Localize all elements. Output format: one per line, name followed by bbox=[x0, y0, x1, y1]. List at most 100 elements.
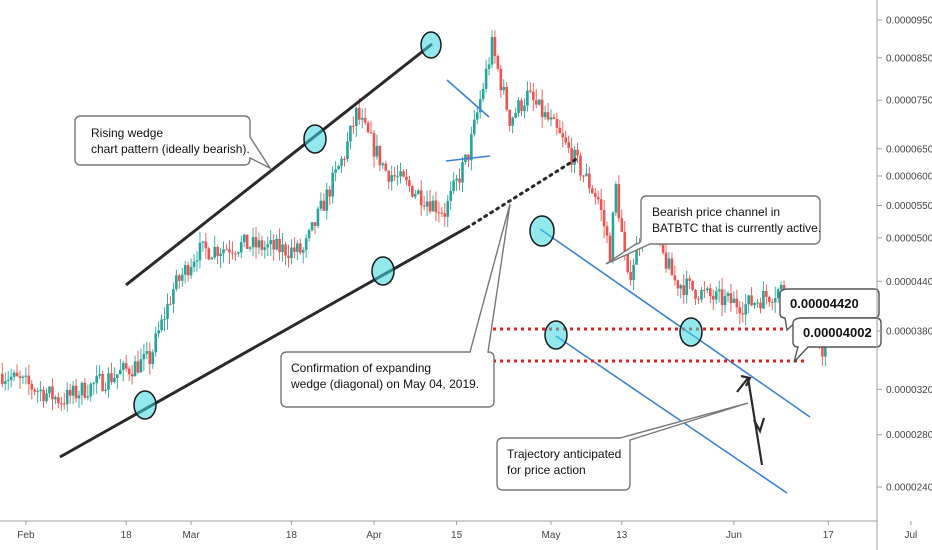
touch-circle bbox=[544, 320, 568, 350]
candle-down bbox=[617, 175, 621, 222]
candle-up bbox=[632, 258, 635, 291]
candle-up bbox=[142, 343, 146, 372]
candle-up bbox=[776, 287, 780, 304]
candle-up bbox=[121, 360, 125, 382]
candle-up bbox=[346, 131, 349, 162]
candle-down bbox=[520, 97, 523, 117]
candle-down bbox=[694, 289, 697, 305]
candle-up bbox=[304, 234, 308, 259]
candle-down bbox=[599, 188, 603, 222]
candle-up bbox=[490, 30, 494, 69]
x-tick-label: 18 bbox=[121, 530, 133, 541]
candle-down bbox=[313, 221, 317, 235]
candle-down bbox=[735, 289, 739, 314]
candle-up bbox=[163, 307, 166, 332]
candle-down bbox=[384, 160, 388, 172]
candle-down bbox=[608, 232, 612, 262]
candle-down bbox=[328, 185, 332, 206]
candle-up bbox=[414, 189, 417, 200]
candle-down bbox=[552, 113, 556, 120]
candle-down bbox=[505, 82, 509, 112]
candle-up bbox=[107, 367, 110, 398]
candle-up bbox=[319, 192, 323, 211]
wedge-lower-line bbox=[59, 224, 471, 459]
candle-up bbox=[325, 182, 329, 220]
candle-up bbox=[396, 164, 399, 186]
candle-up bbox=[80, 381, 84, 406]
candle-down bbox=[366, 120, 370, 134]
candle-up bbox=[537, 99, 541, 106]
candle-up bbox=[667, 252, 671, 271]
candle-up bbox=[145, 341, 149, 359]
candle-up bbox=[39, 381, 42, 402]
candle-up bbox=[242, 233, 246, 248]
candle-up bbox=[732, 291, 736, 304]
candle-down bbox=[555, 112, 559, 136]
candle-up bbox=[331, 166, 334, 204]
candle-down bbox=[770, 298, 774, 311]
candle-up bbox=[340, 156, 343, 173]
candle-up bbox=[585, 163, 588, 177]
candle-down bbox=[676, 279, 680, 296]
candle-up bbox=[113, 367, 116, 384]
candle-up bbox=[679, 283, 683, 299]
callout-bearish-channel-line1: Bearish price channel in bbox=[652, 205, 780, 219]
candle-down bbox=[27, 364, 31, 395]
candle-down bbox=[231, 241, 234, 260]
touch-circle bbox=[529, 215, 555, 247]
candle-down bbox=[62, 392, 66, 410]
candle-down bbox=[204, 232, 208, 260]
candle-down bbox=[546, 102, 550, 122]
candle-up bbox=[517, 97, 520, 117]
candle-up bbox=[257, 232, 261, 255]
level-label-00004420-text: 0.00004420 bbox=[790, 296, 859, 311]
candle-down bbox=[508, 109, 511, 132]
candle-up bbox=[753, 302, 756, 309]
candle-up bbox=[92, 381, 96, 395]
candle-down bbox=[68, 383, 72, 404]
candle-down bbox=[458, 168, 461, 191]
candle-down bbox=[378, 145, 382, 171]
triangle-upper-line bbox=[446, 79, 490, 118]
candle-down bbox=[225, 244, 228, 251]
candle-down bbox=[298, 238, 302, 255]
x-tick-label: Mar bbox=[182, 530, 200, 541]
touch-circle bbox=[133, 390, 157, 420]
callout-trajectory-line2: for price action bbox=[507, 463, 586, 477]
x-tick-label: May bbox=[542, 530, 561, 541]
candle-down bbox=[83, 377, 87, 400]
candle-down bbox=[110, 362, 113, 385]
callout-rising-wedge: Rising wedge chart pattern (ideally bear… bbox=[74, 115, 272, 170]
candle-up bbox=[275, 234, 278, 251]
callout-confirmation-line1: Confirmation of expanding bbox=[291, 361, 431, 375]
candle-down bbox=[130, 365, 134, 385]
candle-down bbox=[422, 196, 426, 211]
candle-down bbox=[738, 300, 742, 325]
wedge-breakdown-dotted-line bbox=[471, 156, 580, 226]
candle-down bbox=[605, 221, 609, 244]
callout-trajectory: Trajectory anticipated for price action bbox=[496, 402, 749, 491]
candle-up bbox=[157, 321, 160, 338]
candle-up bbox=[523, 98, 526, 119]
candle-down bbox=[363, 107, 367, 125]
candle-down bbox=[245, 234, 249, 249]
trajectory-path bbox=[736, 376, 764, 466]
callout-bearish-channel: Bearish price channel in BATBTC that is … bbox=[605, 195, 821, 265]
candle-down bbox=[567, 135, 570, 154]
candle-down bbox=[588, 166, 591, 194]
touch-circle bbox=[420, 31, 442, 59]
candle-up bbox=[222, 241, 225, 263]
candle-down bbox=[369, 120, 373, 134]
candle-up bbox=[301, 247, 305, 264]
candle-up bbox=[192, 253, 196, 273]
candle-down bbox=[499, 64, 503, 98]
candle-up bbox=[65, 382, 69, 412]
candle-down bbox=[620, 209, 624, 233]
candle-down bbox=[293, 237, 296, 259]
candle-up bbox=[307, 228, 311, 242]
